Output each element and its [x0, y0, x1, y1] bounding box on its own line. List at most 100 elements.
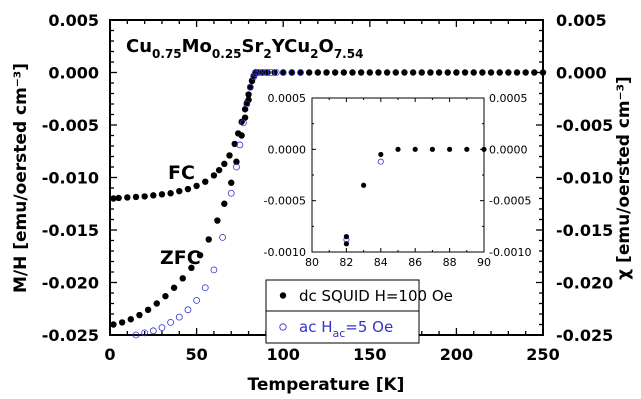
- data-point-dc_zfc: [179, 275, 186, 282]
- data-point-ac: [184, 306, 192, 314]
- inset-ticks: [311, 97, 485, 253]
- inset-x-tick-label: 84: [374, 256, 388, 269]
- data-point-ac: [272, 69, 280, 76]
- x-tick-label: 100: [266, 345, 299, 364]
- data-point-dc_fc: [231, 140, 238, 148]
- data-point-dc_flat: [401, 69, 408, 76]
- data-point-dc_zfc: [233, 158, 240, 165]
- data-point-ac: [246, 83, 254, 91]
- data-point-ac: [297, 69, 304, 76]
- data-point-dc_flat: [470, 69, 477, 76]
- data-point-dc_zfc: [136, 311, 143, 319]
- data-point-dc_fc: [115, 194, 122, 202]
- data-point-dc_flat: [349, 69, 356, 76]
- data-point-ac: [236, 141, 244, 149]
- y-axis-title-right: χ [emu/oersted cm⁻³]: [614, 76, 634, 280]
- y-tick-label-left: -0.025: [42, 326, 99, 345]
- formula-part: Sr: [242, 36, 264, 57]
- y-tick-label-left: -0.015: [42, 221, 99, 240]
- data-point-dc_zfc: [214, 217, 221, 224]
- y-tick-label-right: -0.005: [556, 116, 613, 135]
- data-point-dc_fc: [221, 160, 228, 168]
- data-point-ac: [239, 119, 247, 127]
- data-point-dc_flat: [305, 69, 313, 76]
- y-tick-label-left: 0.000: [48, 64, 99, 83]
- formula-part: YCu: [271, 36, 310, 57]
- data-point-dc_flat: [513, 69, 521, 76]
- data-point-dc_flat: [288, 69, 296, 76]
- data-point-dc_zfc: [205, 236, 212, 243]
- inset-y-tick-label-left: 0.0005: [268, 92, 307, 105]
- data-point-dc_fc: [245, 91, 252, 98]
- inset-data-point-dc: [429, 146, 435, 152]
- data-point-dc_flat: [505, 69, 512, 76]
- inset-x-tick-label: 82: [339, 256, 353, 269]
- data-point-dc_fc: [132, 193, 140, 201]
- data-point-dc_fc: [215, 166, 223, 174]
- data-point-dc_flat: [496, 69, 503, 76]
- data-point-dc_flat: [264, 69, 271, 76]
- inset-data-point-dc: [343, 234, 349, 240]
- formula-subscript: 7.54: [334, 47, 364, 61]
- data-point-dc_flat: [487, 69, 495, 76]
- formula-part: Cu: [126, 36, 152, 57]
- inset-y-tick-label-left: -0.0005: [264, 195, 306, 208]
- data-point-dc_fc: [241, 106, 249, 113]
- data-point-dc_zfc: [153, 300, 160, 307]
- formula-subscript: 0.25: [212, 47, 242, 61]
- y-axis-title-left: M/H [emu/oersted cm⁻³]: [11, 63, 31, 293]
- x-tick-label: 0: [104, 345, 115, 364]
- formula-part: Mo: [182, 36, 212, 57]
- data-point-dc_zfc: [110, 321, 117, 328]
- data-point-dc_flat: [418, 69, 425, 76]
- data-point-dc_zfc: [162, 292, 169, 300]
- y-tick-label-right: -0.020: [556, 274, 613, 293]
- data-point-dc_flat: [392, 69, 399, 76]
- data-point-dc_fc: [226, 152, 233, 159]
- data-point-ac: [219, 233, 226, 241]
- data-point-dc_fc: [110, 195, 117, 202]
- inset-x-tick-label: 88: [443, 256, 457, 269]
- inset-data-point-dc: [343, 241, 349, 247]
- data-point-dc_fc: [184, 185, 192, 193]
- x-axis-title: Temperature [K]: [248, 375, 405, 395]
- data-point-dc_flat: [461, 69, 469, 76]
- data-point-dc_flat: [435, 69, 443, 76]
- inset-data-point-dc: [447, 146, 453, 152]
- data-point-dc_zfc: [127, 316, 134, 323]
- y-tick-label-left: -0.005: [42, 116, 99, 135]
- main-data-points: [110, 69, 547, 339]
- data-point-ac: [243, 100, 251, 108]
- data-point-ac: [167, 318, 175, 326]
- x-tick-label: 200: [440, 345, 473, 364]
- inset-x-tick-label: 90: [477, 256, 491, 269]
- data-point-dc_flat: [444, 69, 451, 76]
- data-point-dc_fc: [167, 190, 174, 197]
- data-point-ac: [210, 266, 218, 274]
- data-point-dc_zfc: [188, 264, 195, 271]
- data-point-dc_flat: [479, 69, 486, 76]
- inset-y-tick-label-right: 0.0005: [489, 92, 528, 105]
- data-point-dc_flat: [427, 69, 434, 76]
- data-point-dc_fc: [210, 172, 218, 179]
- y-tick-label-right: -0.025: [556, 326, 613, 345]
- formula-subscript: 2: [310, 47, 318, 61]
- legend-marker-ac: [279, 323, 287, 331]
- inset-data-point-dc: [464, 146, 470, 152]
- legend-box-ac: [265, 310, 420, 344]
- data-point-ac: [252, 70, 259, 77]
- legend-ac-part: ac H: [299, 318, 333, 336]
- legend: dc SQUID H=100 Oe ac Hac=5 Oe: [265, 279, 453, 344]
- main-ticks: [109, 19, 544, 336]
- data-point-ac: [259, 69, 266, 76]
- data-point-dc_flat: [375, 69, 382, 76]
- data-point-dc_flat: [539, 69, 547, 76]
- legend-ac-part: ac: [333, 327, 346, 340]
- inset-y-tick-label-right: -0.0010: [489, 246, 531, 259]
- chart-title-formula: Cu0.75Mo0.25Sr2YCu2O7.54: [126, 36, 363, 61]
- data-point-dc_fc: [124, 194, 131, 201]
- data-point-ac: [262, 69, 270, 76]
- formula-part: O: [319, 36, 334, 57]
- data-point-ac: [141, 329, 149, 337]
- data-point-ac: [233, 163, 240, 171]
